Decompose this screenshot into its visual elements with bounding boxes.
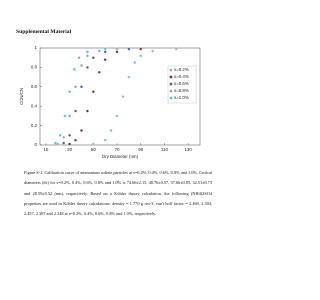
legend-marker — [169, 96, 173, 100]
legend-label: s=1.0% — [174, 95, 189, 100]
data-point — [127, 47, 131, 51]
legend-label: s=0.8% — [174, 88, 189, 93]
x-tick-label: 110 — [161, 147, 169, 152]
data-point — [115, 50, 119, 54]
y-axis-title: CCN/CN — [19, 88, 24, 105]
data-point — [103, 50, 107, 54]
data-point — [103, 47, 107, 51]
data-point — [77, 56, 81, 60]
y-tick-label: 0 — [35, 142, 38, 147]
data-point — [80, 129, 83, 132]
data-point — [68, 90, 72, 94]
y-tick-label: 0.2 — [31, 123, 38, 128]
data-point — [74, 109, 77, 113]
legend-label: s=0.4% — [174, 74, 189, 79]
x-tick-label: 30 — [67, 147, 72, 152]
legend-box — [167, 65, 197, 104]
data-point — [121, 95, 125, 98]
x-tick-label: 50 — [91, 147, 96, 152]
data-point — [174, 47, 178, 51]
data-point — [54, 141, 57, 145]
data-point — [68, 133, 72, 137]
data-point — [80, 85, 83, 89]
y-tick-label: 1 — [35, 45, 38, 50]
y-tick-label: 0.8 — [31, 65, 38, 70]
data-point — [115, 47, 119, 51]
data-point — [91, 90, 95, 94]
y-tick-label: 0.4 — [31, 103, 38, 108]
legend-marker — [169, 82, 173, 86]
legend-marker — [169, 75, 173, 79]
data-point — [151, 49, 154, 53]
y-tick-label: 0.6 — [31, 84, 38, 89]
data-point — [58, 133, 62, 137]
page: {"title": "Supplemental Material", "char… — [16, 29, 212, 217]
figure-caption: Figure S-1. Calibration curve of ammoniu… — [24, 170, 212, 217]
data-point — [139, 54, 143, 58]
data-point — [127, 75, 131, 79]
x-tick-label: 130 — [184, 147, 192, 152]
data-point — [109, 129, 113, 132]
legend-label: s=0.6% — [174, 81, 189, 86]
data-point — [62, 135, 66, 139]
data-point — [139, 47, 143, 51]
data-point — [115, 114, 119, 118]
data-point — [68, 142, 72, 146]
data-point — [97, 49, 101, 53]
page-title: Supplemental Material — [16, 29, 72, 35]
plot-frame — [39, 47, 201, 146]
data-point — [133, 61, 137, 64]
data-point — [86, 109, 89, 113]
data-point — [63, 114, 67, 118]
data-point — [103, 138, 107, 142]
data-point — [91, 142, 95, 146]
data-point — [103, 58, 107, 62]
data-point — [86, 50, 89, 54]
data-point — [80, 64, 83, 67]
legend-marker — [169, 68, 173, 72]
data-point — [62, 141, 66, 145]
data-point — [68, 114, 72, 118]
x-tick-label: 10 — [43, 147, 48, 152]
data-point — [74, 138, 77, 142]
data-point — [56, 142, 60, 146]
legend-label: s=0.2% — [174, 67, 189, 72]
legend-marker — [169, 89, 173, 93]
data-point — [86, 54, 89, 58]
x-axis-title: Dry Diameter (nm) — [102, 154, 139, 159]
data-point — [74, 85, 77, 89]
data-point — [91, 56, 95, 60]
data-point — [86, 65, 89, 69]
x-tick-label: 70 — [115, 147, 120, 152]
data-point — [72, 67, 76, 71]
data-point — [97, 70, 101, 74]
x-tick-label: 90 — [138, 147, 143, 152]
